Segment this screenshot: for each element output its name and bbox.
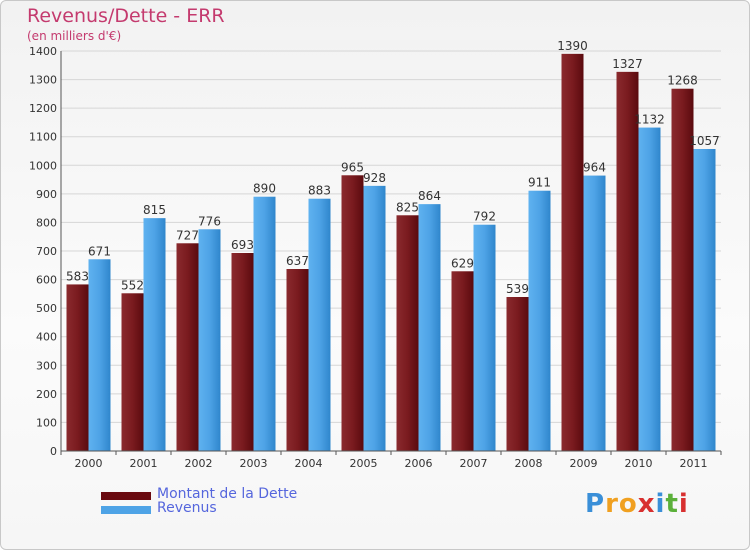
- logo-letter: i: [678, 489, 689, 519]
- logo-letter: r: [605, 489, 619, 519]
- x-tick-label: 2010: [625, 457, 653, 470]
- bar-debt: [506, 297, 529, 451]
- data-label-revenue: 864: [418, 189, 441, 203]
- y-tick-label: 900: [36, 188, 57, 201]
- y-tick-label: 300: [36, 359, 57, 372]
- data-label-revenue: 928: [363, 171, 386, 185]
- x-tick-label: 2003: [240, 457, 268, 470]
- logo-letter: o: [618, 489, 638, 519]
- data-label-debt: 539: [506, 282, 529, 296]
- y-tick-label: 600: [36, 274, 57, 287]
- y-tick-label: 1100: [29, 131, 57, 144]
- data-label-debt: 583: [66, 269, 89, 283]
- x-tick-label: 2006: [405, 457, 433, 470]
- logo-letter: i: [655, 489, 666, 519]
- logo-letter: x: [637, 489, 656, 519]
- grid: [61, 50, 721, 452]
- bar-debt: [616, 71, 639, 451]
- bar-revenue: [253, 196, 276, 451]
- bar-revenue: [693, 149, 716, 451]
- data-label-revenue: 776: [198, 214, 221, 228]
- x-tick-label: 2000: [75, 457, 103, 470]
- y-tick-label: 200: [36, 388, 57, 401]
- data-label-debt: 552: [121, 278, 144, 292]
- bar-revenue: [638, 127, 661, 452]
- axes: 0 100 200 300 400 500 600 700 800 900 1000 1100 1200…: [29, 45, 722, 470]
- y-tick-label: 500: [36, 302, 57, 315]
- data-label-debt: 693: [231, 238, 254, 252]
- bars: [66, 53, 716, 452]
- x-tick-label: 2004: [295, 457, 323, 470]
- data-label-debt: 1390: [557, 39, 588, 53]
- bar-debt: [396, 215, 419, 451]
- data-label-debt: 965: [341, 160, 364, 174]
- legend-swatch-revenus: [101, 506, 151, 514]
- bar-debt: [341, 175, 364, 452]
- y-tick-label: 1400: [29, 45, 57, 58]
- logo-letter: P: [585, 489, 606, 519]
- data-label-debt: 825: [396, 200, 419, 214]
- data-label-revenue: 671: [88, 244, 111, 258]
- legend-swatch-dette: [101, 492, 151, 500]
- bar-debt: [286, 269, 309, 451]
- bar-revenue: [473, 224, 496, 451]
- bar-debt: [451, 271, 474, 451]
- data-label-debt: 629: [451, 256, 474, 270]
- x-tick-label: 2005: [350, 457, 378, 470]
- data-label-debt: 727: [176, 228, 199, 242]
- bar-debt: [121, 293, 144, 451]
- x-tick-label: 2011: [680, 457, 708, 470]
- data-label-revenue: 883: [308, 184, 331, 198]
- bar-debt: [66, 284, 89, 451]
- data-label-revenue: 890: [253, 182, 276, 196]
- bar-debt: [231, 253, 254, 451]
- data-label-debt: 637: [286, 254, 309, 268]
- x-tick-label: 2008: [515, 457, 543, 470]
- bar-revenue: [198, 229, 221, 451]
- data-label-debt: 1268: [667, 74, 698, 88]
- y-tick-label: 700: [36, 245, 57, 258]
- legend-label-revenus: Revenus: [157, 500, 217, 516]
- bar-debt: [561, 53, 584, 451]
- legend-label-dette: Montant de la Dette: [157, 486, 298, 502]
- bar-debt: [671, 88, 694, 451]
- data-label-revenue: 911: [528, 176, 551, 190]
- data-label-debt: 1327: [612, 57, 643, 71]
- bar-revenue: [143, 218, 166, 451]
- chart-title: Revenus/Dette - ERR: [27, 5, 225, 27]
- data-label-revenue: 792: [473, 210, 496, 224]
- x-tick-label: 2002: [185, 457, 213, 470]
- x-tick-label: 2001: [130, 457, 158, 470]
- data-label-revenue: 964: [583, 161, 606, 175]
- y-tick-label: 0: [50, 445, 57, 458]
- bar-revenue: [583, 175, 606, 452]
- y-tick-label: 1000: [29, 159, 57, 172]
- y-tick-label: 100: [36, 416, 57, 429]
- bar-debt: [176, 243, 199, 451]
- data-label-revenue: 1132: [634, 113, 665, 127]
- data-label-revenue: 1057: [689, 134, 720, 148]
- x-tick-label: 2009: [570, 457, 598, 470]
- bar-revenue: [308, 198, 331, 451]
- proxiti-logo: Proxiti: [585, 489, 689, 519]
- bar-revenue: [363, 185, 386, 451]
- y-tick-label: 1300: [29, 74, 57, 87]
- y-tick-label: 400: [36, 331, 57, 344]
- x-tick-label: 2007: [460, 457, 488, 470]
- y-tick-label: 1200: [29, 102, 57, 115]
- data-label-revenue: 815: [143, 203, 166, 217]
- bar-revenue: [88, 259, 111, 451]
- y-tick-label: 800: [36, 216, 57, 229]
- unit-note: (en milliers d'€): [27, 29, 122, 43]
- bar-revenue: [418, 204, 441, 451]
- bar-revenue: [528, 190, 551, 451]
- logo-letter: t: [665, 489, 679, 519]
